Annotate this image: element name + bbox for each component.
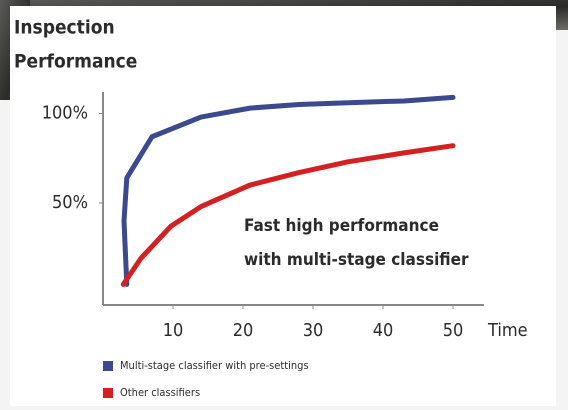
legend-swatch — [103, 388, 113, 398]
series-line — [120, 143, 456, 287]
legend-label: Multi-stage classifier with pre-settings — [120, 359, 309, 372]
legend-swatch — [103, 361, 113, 371]
x-tick-label: 20 — [233, 320, 254, 341]
y-tick-label: 100% — [42, 102, 88, 123]
chart-title: Inspection — [14, 17, 115, 39]
annotation: with multi-stage classifier — [244, 250, 469, 270]
x-tick-label: 30 — [303, 320, 324, 341]
x-tick-label: 40 — [373, 320, 394, 341]
legend-label: Other classifiers — [120, 386, 200, 399]
series-line — [121, 94, 456, 287]
x-tick-label: 10 — [163, 320, 184, 341]
x-axis-label: Time — [487, 320, 528, 341]
chart-title: Performance — [14, 51, 137, 73]
card — [10, 6, 556, 406]
y-tick-label: 50% — [52, 192, 88, 213]
x-tick-label: 50 — [443, 320, 464, 341]
annotation: Fast high performance — [244, 216, 439, 236]
